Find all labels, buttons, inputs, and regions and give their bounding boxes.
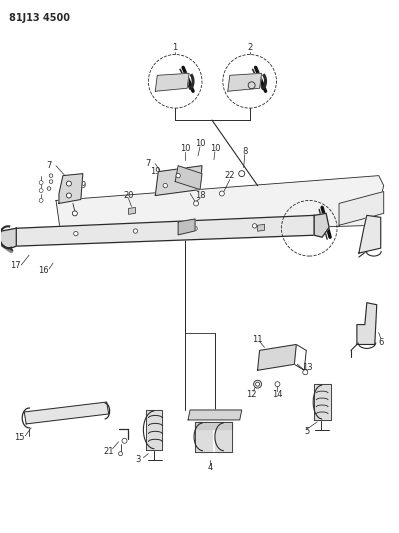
Circle shape — [303, 370, 308, 375]
Text: 2: 2 — [247, 43, 252, 52]
Polygon shape — [16, 215, 314, 246]
Polygon shape — [258, 224, 265, 231]
Text: 18: 18 — [195, 191, 205, 200]
Text: 4: 4 — [207, 463, 213, 472]
Polygon shape — [175, 166, 202, 190]
Text: 10: 10 — [195, 139, 205, 148]
Circle shape — [72, 211, 77, 216]
Polygon shape — [258, 344, 296, 370]
Text: 16: 16 — [38, 266, 48, 276]
Text: 13: 13 — [302, 363, 312, 372]
Polygon shape — [314, 213, 329, 237]
Polygon shape — [155, 74, 189, 91]
Polygon shape — [24, 402, 109, 424]
Circle shape — [163, 183, 168, 188]
Circle shape — [49, 180, 53, 183]
Polygon shape — [215, 422, 232, 451]
Text: 14: 14 — [272, 390, 283, 399]
Text: 7: 7 — [46, 161, 52, 170]
Circle shape — [275, 382, 280, 386]
Text: 7: 7 — [146, 159, 151, 168]
Text: 1: 1 — [172, 43, 178, 52]
Circle shape — [39, 181, 43, 184]
Text: 19: 19 — [150, 167, 160, 176]
Circle shape — [74, 231, 78, 236]
Circle shape — [119, 451, 122, 456]
Circle shape — [39, 189, 43, 192]
Circle shape — [49, 174, 53, 177]
Polygon shape — [188, 410, 242, 420]
Polygon shape — [59, 174, 83, 204]
Circle shape — [219, 191, 224, 196]
Circle shape — [176, 173, 180, 178]
Circle shape — [239, 171, 245, 176]
Circle shape — [122, 438, 127, 443]
Text: 5: 5 — [304, 427, 310, 437]
Text: 15: 15 — [14, 433, 24, 442]
Polygon shape — [314, 384, 331, 420]
Text: 6: 6 — [378, 338, 383, 347]
Text: 10: 10 — [209, 144, 220, 154]
Polygon shape — [56, 176, 384, 235]
Text: 21: 21 — [103, 447, 114, 456]
Polygon shape — [128, 207, 135, 214]
Text: 8: 8 — [242, 147, 247, 156]
Circle shape — [66, 193, 71, 198]
Polygon shape — [178, 219, 195, 235]
Text: 3: 3 — [136, 455, 141, 464]
Polygon shape — [359, 215, 381, 253]
Text: 22: 22 — [225, 171, 235, 180]
Text: 81J13 4500: 81J13 4500 — [9, 13, 70, 23]
Polygon shape — [357, 303, 377, 344]
Circle shape — [66, 181, 71, 186]
Circle shape — [194, 201, 199, 206]
Circle shape — [253, 224, 257, 228]
Circle shape — [39, 198, 43, 203]
Circle shape — [47, 187, 51, 190]
Circle shape — [254, 380, 262, 388]
Text: 20: 20 — [123, 191, 134, 200]
Polygon shape — [0, 228, 16, 249]
Polygon shape — [146, 410, 162, 450]
Polygon shape — [228, 74, 262, 91]
Circle shape — [133, 229, 138, 233]
Text: 17: 17 — [10, 261, 21, 270]
Circle shape — [193, 227, 197, 231]
Polygon shape — [339, 191, 384, 225]
Circle shape — [256, 382, 260, 386]
Polygon shape — [155, 166, 202, 196]
Text: 9: 9 — [80, 181, 85, 190]
Polygon shape — [195, 422, 212, 451]
Text: 10: 10 — [180, 144, 190, 154]
Text: 11: 11 — [252, 335, 263, 344]
Text: 12: 12 — [247, 390, 257, 399]
Polygon shape — [195, 422, 232, 429]
